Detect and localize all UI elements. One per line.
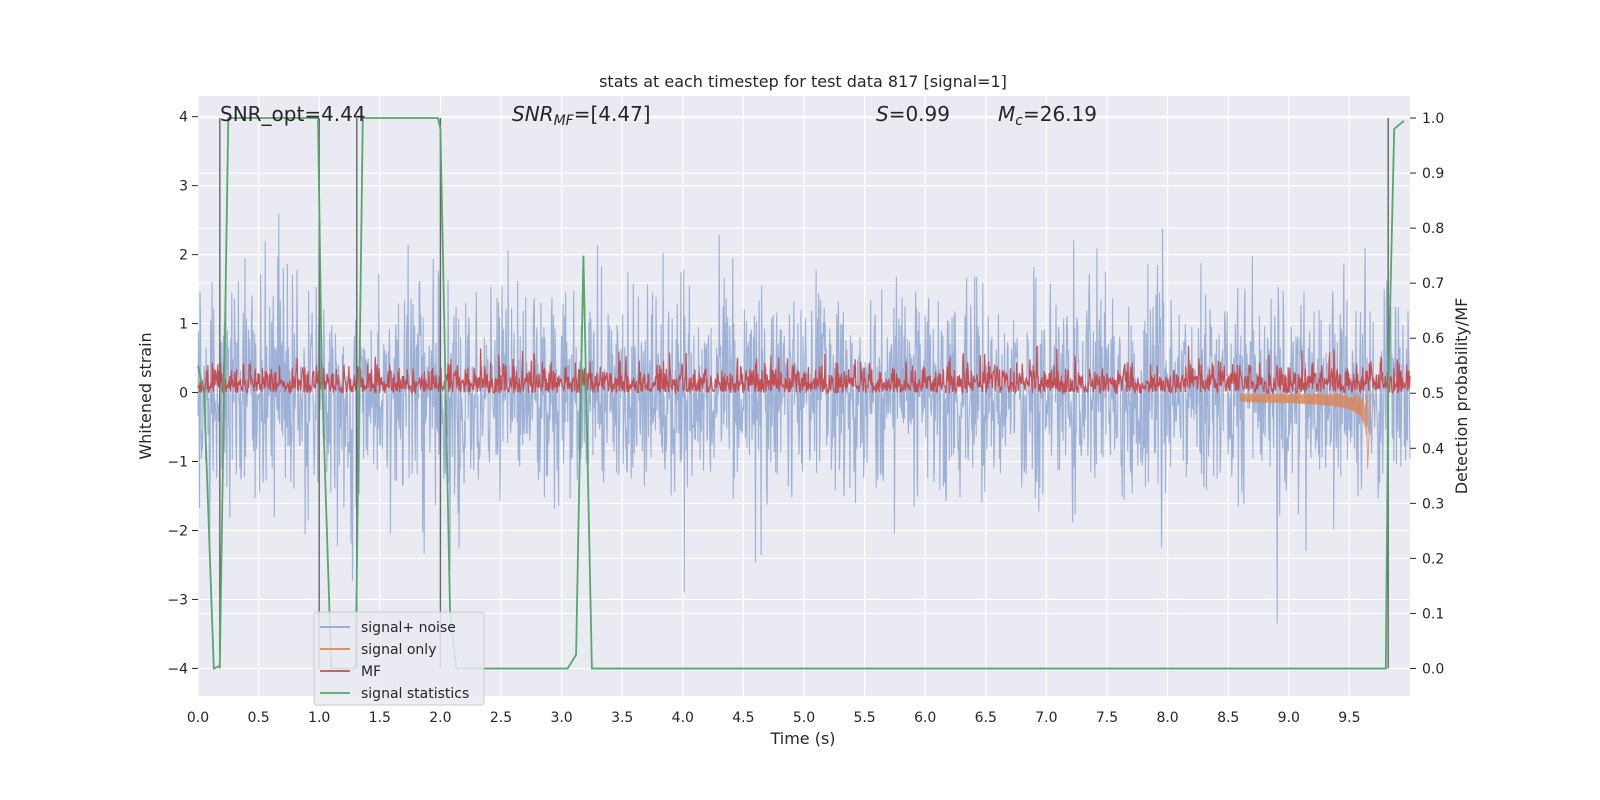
legend-label: signal+ noise xyxy=(361,620,456,636)
annotation-mc-name: M xyxy=(998,102,1015,126)
horizontal-gridlines xyxy=(198,116,1410,670)
annotation-mc-value: =26.19 xyxy=(1023,102,1097,126)
y-axis-left-ticks: 4 3 2 1 0 −1 −2 −3 −4 xyxy=(167,110,198,677)
legend: signal+ noise signal only MF signal statist… xyxy=(313,611,485,706)
y-tick-label-right: 0.8 xyxy=(1422,221,1444,237)
x-tick-label: 8.5 xyxy=(1217,710,1239,726)
annotation-snr-mf-name: SNR xyxy=(512,102,554,126)
annotation-snr-mf: SNRMF=[4.47] xyxy=(512,102,651,129)
y-tick-label-left: −4 xyxy=(167,661,188,677)
annotation-snr-opt: SNR_opt=4.44 xyxy=(220,102,366,126)
y-axis-right-ticks: 1.0 0.9 0.8 0.7 0.6 0.5 0.4 0.3 0.2 0.1 0.0 xyxy=(1410,111,1444,677)
legend-label: signal statistics xyxy=(361,686,469,702)
x-tick-label: 3.0 xyxy=(550,710,572,726)
x-axis-label: Time (s) xyxy=(769,729,835,748)
x-tick-label: 4.0 xyxy=(672,710,694,726)
y-axis-right-label: Detection probability/MF xyxy=(1452,298,1471,495)
y-tick-label-right: 0.7 xyxy=(1422,276,1444,292)
y-tick-label-right: 0.5 xyxy=(1422,386,1444,402)
y-tick-label-left: −1 xyxy=(167,455,188,471)
annotation-s: S=0.99 xyxy=(876,102,950,126)
x-tick-label: 4.5 xyxy=(732,710,754,726)
annotation-snr-mf-value: =[4.47] xyxy=(574,102,651,126)
x-tick-label: 5.5 xyxy=(853,710,875,726)
x-tick-label: 3.5 xyxy=(611,710,633,726)
annotation-mc-sub: c xyxy=(1015,113,1023,129)
series-mf-line xyxy=(197,345,1411,396)
series-signal-statistics-line xyxy=(197,117,1405,670)
x-tick-label: 6.5 xyxy=(975,710,997,726)
x-tick-label: 2.0 xyxy=(429,710,451,726)
y-tick-label-left: 4 xyxy=(179,110,188,126)
y-tick-label-right: 1.0 xyxy=(1422,111,1444,127)
legend-box xyxy=(313,611,485,706)
annotations: SNR_opt=4.44 SNRMF=[4.47] S=0.99 Mc=26.1… xyxy=(220,102,1097,129)
legend-label: signal only xyxy=(361,642,436,658)
x-tick-label: 1.5 xyxy=(369,710,391,726)
x-tick-label: 5.0 xyxy=(793,710,815,726)
y-tick-label-left: 3 xyxy=(179,179,188,195)
annotation-mc: Mc=26.19 xyxy=(998,102,1097,129)
y-tick-label-left: −2 xyxy=(167,523,188,539)
x-axis-ticks: 0.0 0.5 1.0 1.5 2.0 2.5 3.0 3.5 4.0 4.5 5.0 5.5 6.0 6… xyxy=(187,710,1361,726)
x-tick-label: 8.0 xyxy=(1156,710,1178,726)
annotation-s-name: S xyxy=(876,102,889,126)
x-tick-label: 7.5 xyxy=(1096,710,1118,726)
y-tick-label-right: 0.2 xyxy=(1422,551,1444,567)
y-tick-label-right: 0.1 xyxy=(1422,606,1444,622)
y-axis-left-label: Whitened strain xyxy=(136,332,155,459)
y-tick-label-left: 1 xyxy=(179,317,188,333)
x-tick-label: 7.0 xyxy=(1035,710,1057,726)
chart-title: stats at each timestep for test data 817… xyxy=(599,72,1007,91)
y-tick-label-right: 0.0 xyxy=(1422,661,1444,677)
y-tick-label-right: 0.6 xyxy=(1422,331,1444,347)
x-tick-label: 9.5 xyxy=(1338,710,1360,726)
x-tick-label: 6.0 xyxy=(914,710,936,726)
x-tick-label: 0.5 xyxy=(247,710,269,726)
x-tick-label: 1.0 xyxy=(308,710,330,726)
x-tick-label: 9.0 xyxy=(1278,710,1300,726)
y-tick-label-left: 2 xyxy=(179,248,188,264)
y-tick-label-right: 0.9 xyxy=(1422,166,1444,182)
x-tick-label: 0.0 xyxy=(187,710,209,726)
y-tick-label-left: 0 xyxy=(179,386,188,402)
series-layer xyxy=(197,117,1411,670)
y-tick-label-right: 0.3 xyxy=(1422,496,1444,512)
y-tick-label-left: −3 xyxy=(167,592,188,608)
annotation-s-value: =0.99 xyxy=(889,102,950,126)
y-tick-label-right: 0.4 xyxy=(1422,441,1444,457)
plot-area xyxy=(197,96,1411,696)
x-tick-label: 2.5 xyxy=(490,710,512,726)
series-signal-only-line xyxy=(1239,392,1372,469)
legend-label: MF xyxy=(361,664,381,680)
annotation-snr-mf-sub: MF xyxy=(554,113,575,129)
